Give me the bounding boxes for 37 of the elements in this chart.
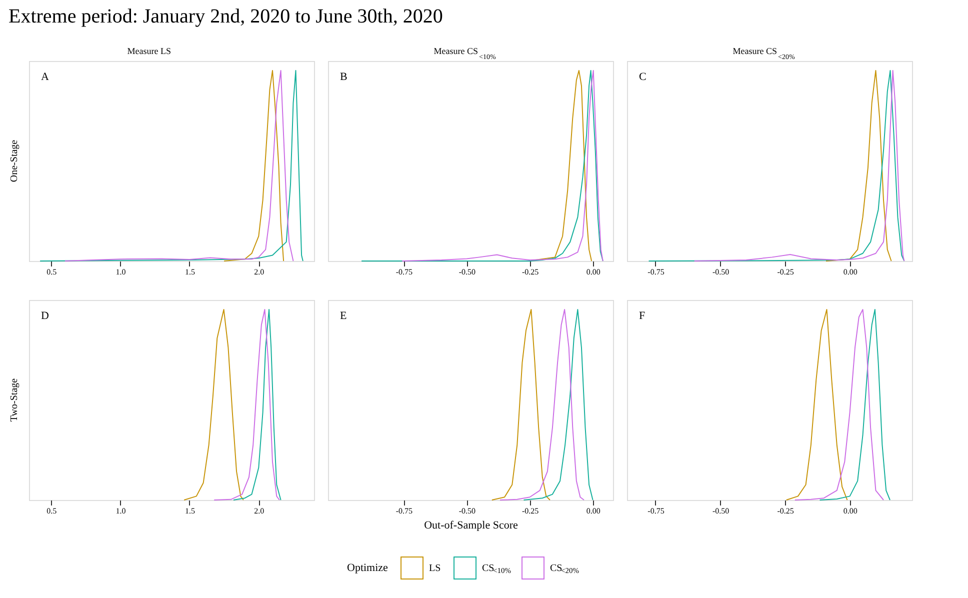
x-tick-label: 2.0	[254, 506, 264, 516]
x-tick-label: 0.5	[46, 506, 57, 516]
x-tick-label: 1.5	[184, 506, 195, 516]
x-tick-label: -0.25	[522, 268, 539, 276]
x-tick-label: 1.0	[116, 506, 126, 516]
y-axis-title: One-Stage	[9, 139, 20, 182]
y-axis-title: Two-Stage	[9, 378, 20, 422]
x-tick-label: -0.75	[648, 268, 664, 276]
x-tick-label: -0.50	[712, 268, 730, 276]
x-tick-label: 0.00	[843, 268, 858, 276]
legend-title: Optimize	[347, 562, 388, 574]
legend-label: LS	[429, 563, 441, 574]
annotation: A	[41, 71, 49, 83]
annotation: C	[639, 71, 646, 83]
x-tick-label: 1.5	[184, 268, 195, 276]
annotation: D	[41, 310, 49, 322]
x-tick-label: -0.50	[712, 506, 730, 516]
x-tick-label: 1.0	[116, 268, 126, 276]
annotation: E	[340, 310, 347, 322]
x-tick-label: -0.25	[522, 506, 539, 516]
x-tick-label: -0.75	[396, 506, 412, 516]
chart-title: Extreme period: January 2nd, 2020 to June 30th, 2020	[8, 6, 443, 28]
x-tick-label: -0.75	[396, 268, 412, 276]
annotation: B	[340, 71, 348, 83]
x-tick-label: -0.75	[648, 506, 664, 516]
x-tick-label: 0.00	[586, 506, 600, 516]
x-axis-title: Out-of-Sample Score	[424, 520, 518, 532]
x-tick-label: -0.50	[458, 268, 476, 276]
x-tick-label: -0.25	[777, 268, 794, 276]
x-tick-label: -0.50	[458, 506, 476, 516]
chart-subtitle: Measure LS	[127, 46, 171, 56]
x-tick-label: 2.0	[254, 268, 264, 276]
x-tick-label: 0.5	[46, 268, 57, 276]
x-tick-label: 0.00	[843, 506, 858, 516]
annotation: F	[639, 310, 646, 322]
x-tick-label: -0.25	[777, 506, 794, 516]
x-tick-label: 0.00	[586, 268, 600, 276]
